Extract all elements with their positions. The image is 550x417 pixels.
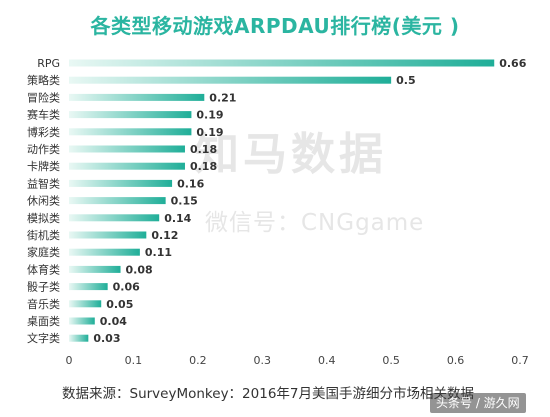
bar [69,179,173,187]
bar [69,111,192,119]
x-axis: 0 0.1 0.2 0.3 0.4 0.5 0.6 0.7 [66,354,529,367]
bar [69,76,392,84]
watermark-main: 知马数据 [195,129,387,180]
category-label: 卡牌类 [27,159,60,173]
category-label: 休闲类 [27,194,60,208]
category-label: 音乐类 [27,297,60,311]
category-label: 益智类 [27,176,60,190]
x-tick-label: 0.1 [125,354,143,367]
bar [69,162,185,170]
category-label: 策略类 [27,73,60,87]
category-label: 家庭类 [27,245,60,259]
x-tick-label: 0.3 [254,354,272,367]
value-label: 0.05 [106,298,133,311]
value-label: 0.19 [196,126,223,139]
value-label: 0.18 [190,160,217,173]
bars-layer: RPG 0.66 策略类 0.5 冒险类 0.21 赛车类 0.19 博彩类 0.19 动作类 0.1… [27,57,527,345]
value-label: 0.21 [209,91,236,104]
category-label: 街机类 [27,228,60,242]
bar [69,128,192,136]
category-label: RPG [37,57,60,70]
bar [69,317,95,325]
bar [69,145,185,153]
value-label: 0.06 [113,281,140,294]
bar [69,300,102,308]
x-tick-label: 0.6 [447,354,465,367]
value-label: 0.04 [100,315,127,328]
category-label: 模拟类 [27,211,60,225]
value-label: 0.11 [145,246,172,259]
category-label: 博彩类 [27,125,60,139]
x-tick-label: 0.5 [382,354,400,367]
category-label: 体育类 [27,262,60,276]
x-tick-label: 0.7 [511,354,529,367]
chart-title: 各类型移动游戏ARPDAU排行榜(美元 ) [90,14,460,38]
category-label: 冒险类 [27,90,60,104]
value-label: 0.5 [396,74,416,87]
x-tick-label: 0.4 [318,354,336,367]
value-label: 0.15 [171,195,198,208]
value-label: 0.19 [196,109,223,122]
value-label: 0.08 [126,263,153,276]
source-tag: 头条号 / 游久网 [430,393,526,413]
bar [69,231,147,239]
bar [69,265,121,273]
category-label: 桌面类 [27,314,60,328]
category-label: 骰子类 [27,280,60,294]
x-tick-label: 0.2 [189,354,207,367]
category-label: 动作类 [27,142,60,156]
data-source-note: 数据来源：SurveyMonkey：2016年7月美国手游细分市场相关数据 [62,386,474,402]
value-label: 0.18 [190,143,217,156]
value-label: 0.16 [177,177,204,190]
bar [69,334,89,342]
bar [69,197,166,205]
category-label: 赛车类 [27,108,60,122]
watermark-sub: 微信号：CNGgame [205,210,425,236]
x-tick-label: 0 [66,354,73,367]
value-label: 0.66 [499,57,526,70]
bar [69,214,160,222]
bar [69,59,495,67]
bar [69,248,140,256]
bar [69,283,108,291]
bar [69,93,205,101]
value-label: 0.03 [93,332,120,345]
category-label: 文字类 [27,331,60,345]
value-label: 0.14 [164,212,191,225]
value-label: 0.12 [151,229,178,242]
